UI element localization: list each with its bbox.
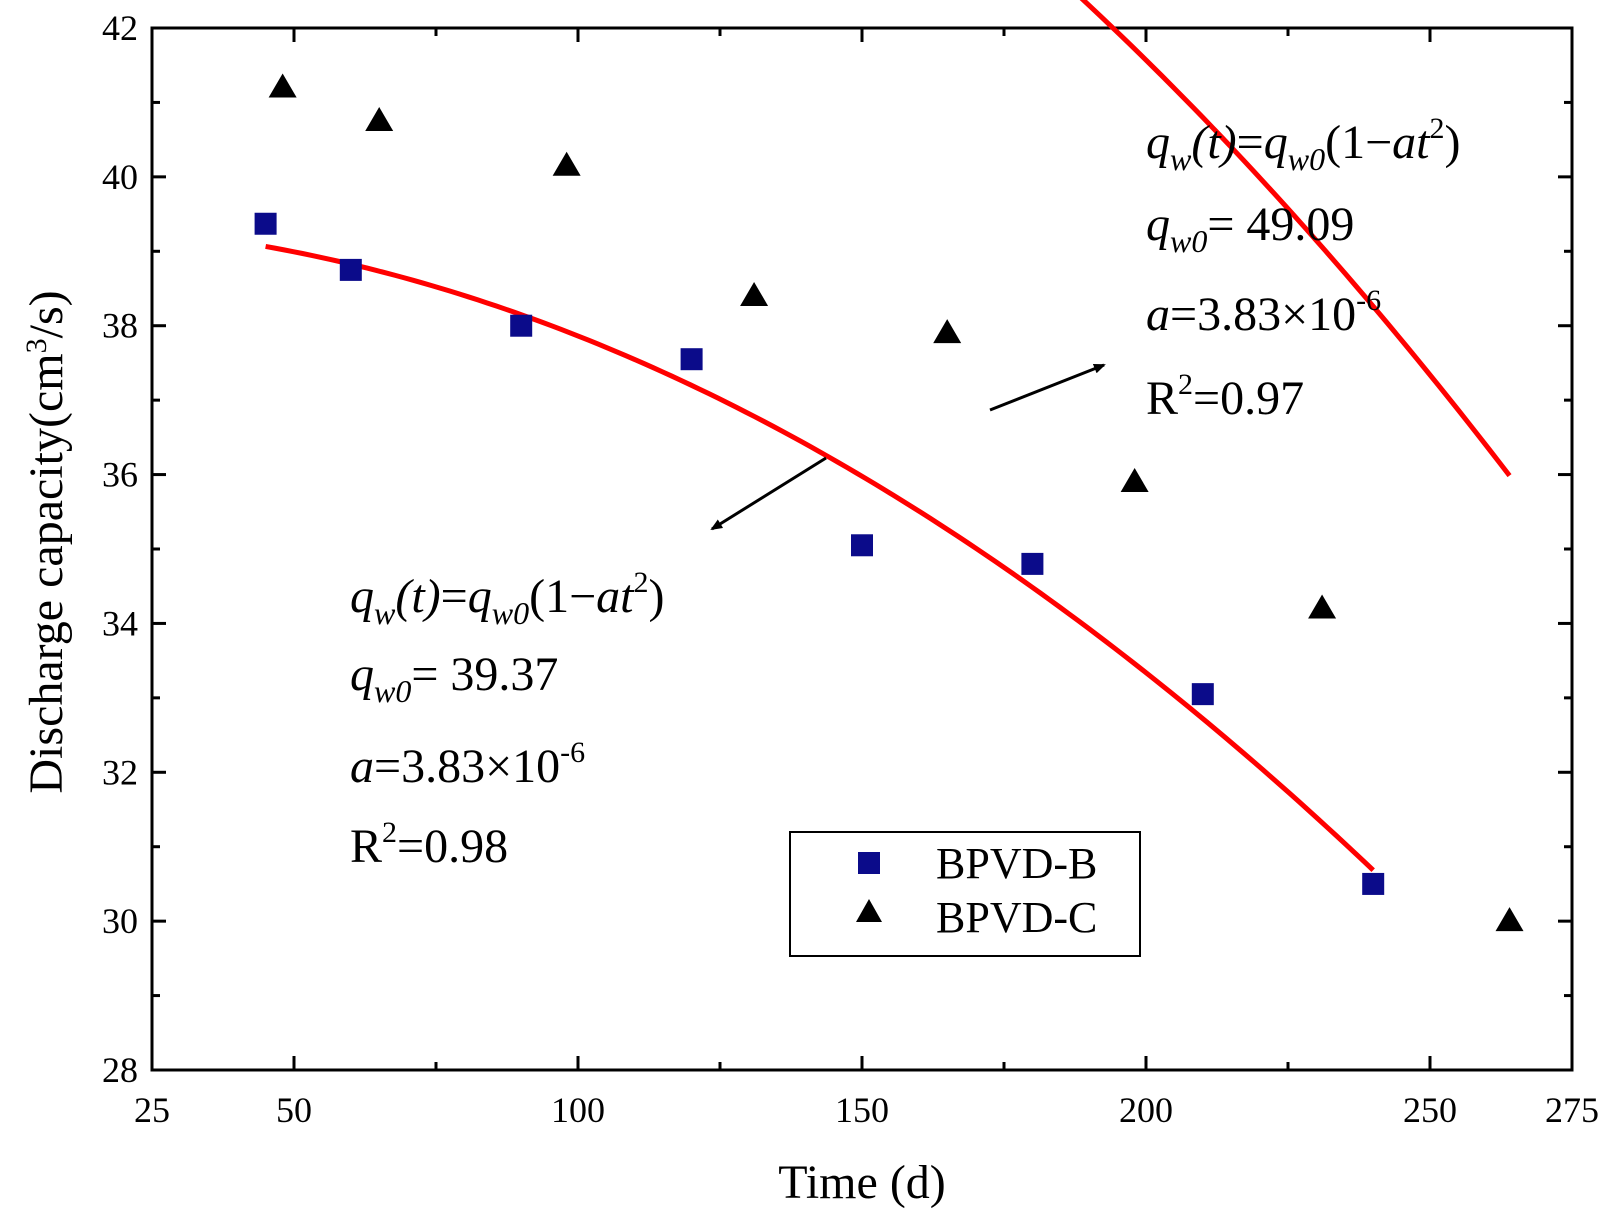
x-tick-label: 150 bbox=[835, 1090, 889, 1130]
annotation-lower-r2: R2=0.98 bbox=[350, 816, 508, 873]
x-axis-tick-labels: 25 50 100 150 200 250 275 bbox=[134, 1090, 1599, 1130]
y-axis-ticks bbox=[152, 26, 1572, 1072]
fit-curve-bpvd-b bbox=[265, 244, 1375, 872]
point-bpvd-b bbox=[851, 534, 873, 557]
legend-label-bpvd-b: BPVD-B bbox=[936, 839, 1097, 888]
arrow-to-lower-annotation bbox=[710, 456, 827, 531]
legend: BPVD-B BPVD-C bbox=[789, 831, 1141, 957]
annotation-upper-formula: qw(t)=qw0(1−at2) bbox=[1146, 112, 1460, 177]
point-bpvd-b bbox=[1362, 872, 1385, 895]
x-tick-label: 100 bbox=[551, 1090, 605, 1130]
x-tick-label: 25 bbox=[134, 1090, 170, 1130]
point-bpvd-c bbox=[1308, 594, 1337, 619]
legend-marker-bpvd-b bbox=[858, 852, 880, 874]
point-bpvd-b bbox=[339, 258, 362, 281]
arrow-to-upper-annotation bbox=[989, 363, 1106, 412]
y-tick-label: 40 bbox=[102, 157, 138, 197]
y-axis-tick-labels: 28 30 32 34 36 38 40 42 bbox=[102, 8, 138, 1090]
x-tick-label: 200 bbox=[1119, 1090, 1173, 1130]
point-bpvd-c bbox=[552, 151, 581, 176]
y-tick-label: 34 bbox=[102, 603, 138, 643]
annotation-lower-qw0: qw0= 39.37 bbox=[350, 648, 558, 709]
y-tick-label: 36 bbox=[102, 455, 138, 495]
x-tick-label: 50 bbox=[276, 1090, 312, 1130]
fit-curves bbox=[265, 0, 1512, 872]
annotation-lower-formula: qw(t)=qw0(1−at2) bbox=[350, 566, 664, 631]
point-bpvd-b bbox=[1191, 683, 1214, 706]
x-axis-title: Time (d) bbox=[778, 1156, 946, 1209]
data-points bbox=[254, 73, 1524, 932]
legend-marker-bpvd-c bbox=[856, 899, 882, 922]
annotation-lower-a: a=3.83×10-6 bbox=[350, 736, 585, 793]
y-tick-label: 42 bbox=[102, 8, 138, 48]
point-bpvd-c bbox=[268, 73, 297, 98]
point-bpvd-b bbox=[680, 348, 703, 371]
point-bpvd-b bbox=[254, 212, 277, 235]
annotation-upper-a: a=3.83×10-6 bbox=[1146, 284, 1381, 341]
x-tick-label: 275 bbox=[1545, 1090, 1599, 1130]
point-bpvd-c bbox=[740, 281, 769, 306]
y-tick-label: 38 bbox=[102, 306, 138, 346]
point-bpvd-b bbox=[1021, 552, 1044, 575]
annotation-upper: qw(t)=qw0(1−at2) qw0= 49.09 a=3.83×10-6 … bbox=[1146, 112, 1460, 425]
legend-label-bpvd-c: BPVD-C bbox=[936, 893, 1097, 942]
annotation-lower: qw(t)=qw0(1−at2) qw0= 39.37 a=3.83×10-6 … bbox=[350, 566, 664, 873]
point-bpvd-c bbox=[365, 107, 394, 132]
x-tick-label: 250 bbox=[1403, 1090, 1457, 1130]
fit-curve-bpvd-c bbox=[1079, 0, 1512, 478]
annotation-upper-qw0: qw0= 49.09 bbox=[1146, 198, 1354, 259]
y-tick-label: 30 bbox=[102, 901, 138, 941]
point-bpvd-c bbox=[1120, 468, 1149, 493]
point-bpvd-b bbox=[510, 314, 533, 337]
y-tick-label: 28 bbox=[102, 1050, 138, 1090]
point-bpvd-c bbox=[1495, 907, 1524, 932]
point-bpvd-c bbox=[933, 319, 962, 344]
y-tick-label: 32 bbox=[102, 752, 138, 792]
legend-box bbox=[789, 831, 1141, 957]
x-axis-ticks bbox=[150, 28, 1574, 1070]
y-axis-title: Discharge capacity(cm3/s) bbox=[20, 290, 74, 793]
annotation-upper-r2: R2=0.97 bbox=[1146, 368, 1304, 425]
